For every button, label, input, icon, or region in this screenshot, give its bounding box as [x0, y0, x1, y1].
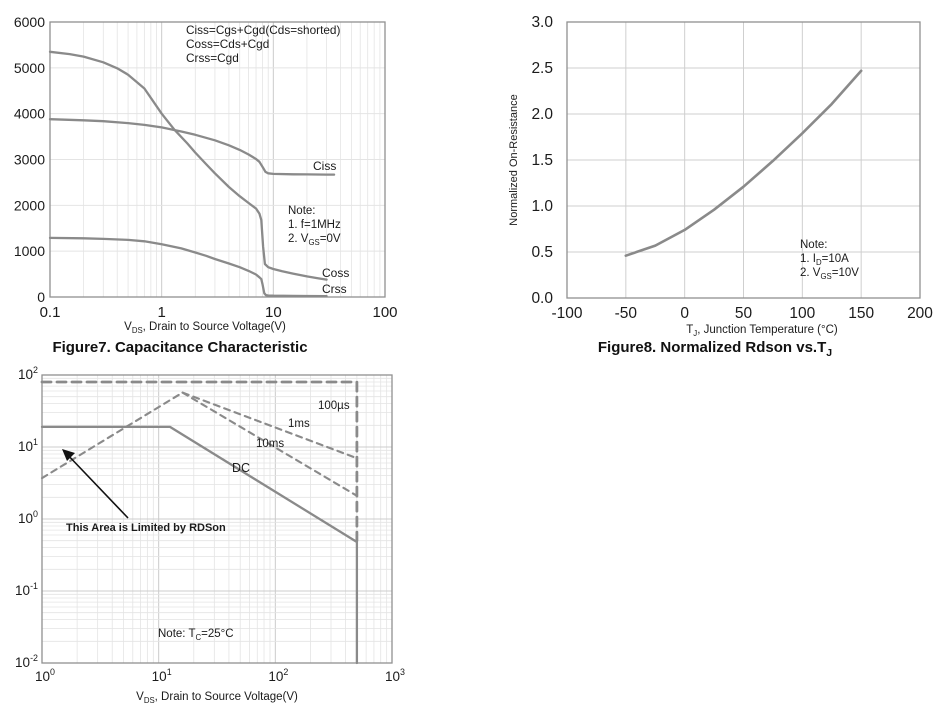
x-tick-label: 10 — [265, 304, 282, 321]
note-text: Note: — [800, 239, 828, 251]
x-tick-label: 0.1 — [40, 304, 61, 321]
plot-border — [566, 21, 921, 299]
rdson-area-annotation: This Area is Limited by RDSon — [66, 522, 226, 534]
note-text: 1. f=1MHz — [288, 219, 341, 231]
x-tick-label: 200 — [907, 305, 933, 322]
ciss-label: Ciss — [313, 159, 336, 173]
y-tick-label: 2000 — [14, 197, 45, 213]
x-tick-label: 100 — [35, 667, 55, 684]
label-10ms: 10ms — [256, 438, 284, 450]
x-tick-label: 101 — [152, 667, 172, 684]
x-tick-label: 0 — [680, 305, 689, 322]
crss-label: Crss — [322, 282, 347, 296]
label-100us: 100µs — [318, 400, 350, 412]
y-tick-label: 102 — [18, 365, 38, 382]
y-tick-label: 1.5 — [531, 152, 553, 169]
y-tick-label: 3.0 — [531, 14, 553, 31]
soa-100us-curve — [40, 380, 359, 543]
soa-1ms-curve — [40, 391, 358, 480]
label-dc: DC — [232, 461, 250, 475]
note-text: 1. ID=10A — [800, 253, 849, 267]
coss-curve — [48, 50, 328, 281]
y-tick-label: 0.0 — [531, 290, 553, 307]
figure8-rdson-chart: 0.0 0.5 1.0 1.5 2.0 2.5 3.0 -100 -50 0 50 100 150 200… — [508, 14, 933, 336]
plot-border — [41, 374, 393, 664]
x-tick-label: 103 — [385, 667, 405, 684]
x-tick-label: 100 — [372, 304, 397, 321]
x-tick-label: 50 — [735, 305, 753, 322]
y-tick-label: 2.0 — [531, 106, 553, 123]
note-text: Note: TC=25°C — [158, 628, 234, 642]
annotation-arrow-line — [63, 450, 129, 519]
y-tick-label: 10-1 — [15, 581, 38, 598]
note-text: 2. VGS=0V — [288, 233, 341, 247]
y-tick-label: 1.0 — [531, 198, 553, 215]
y-tick-label: 6000 — [14, 14, 45, 30]
note-text: 2. VGS=10V — [800, 267, 859, 281]
equation-text: Coss=Cds+Cgd — [186, 37, 269, 51]
figure7-capacitance-chart: 0 1000 2000 3000 4000 5000 6000 0.1 1 10 100 VDS, D… — [14, 14, 398, 335]
x-tick-label: -50 — [615, 305, 638, 322]
y-tick-label: 3000 — [14, 152, 45, 168]
figure7-caption: Figure7. Capacitance Characteristic — [52, 339, 308, 356]
y-axis-label: Normalized On-Resistance — [508, 94, 520, 225]
x-tick-label: 1 — [157, 304, 165, 321]
x-tick-label: 150 — [848, 305, 874, 322]
y-tick-label: 10-2 — [15, 653, 38, 670]
label-1ms: 1ms — [288, 418, 310, 430]
y-tick-label: 4000 — [14, 106, 45, 122]
crss-curve — [48, 236, 328, 298]
y-tick-label: 2.5 — [531, 60, 553, 77]
y-tick-label: 1000 — [14, 243, 45, 259]
plot-border — [49, 21, 386, 298]
annotation-arrow-head — [62, 449, 75, 461]
ciss-curve — [48, 118, 336, 176]
figure8-caption: Figure8. Normalized Rdson vs.TJ — [597, 339, 833, 359]
x-tick-label: 100 — [789, 305, 815, 322]
x-axis-label: VDS, Drain to Source Voltage(V) — [124, 321, 286, 335]
rdson-curve — [624, 69, 863, 257]
y-tick-label: 0 — [37, 289, 45, 305]
equation-text: Ciss=Cgs+Cgd(Cds=shorted) — [186, 23, 340, 37]
y-tick-label: 100 — [18, 509, 38, 526]
y-tick-label: 0.5 — [531, 244, 553, 261]
y-tick-label: 101 — [18, 437, 38, 454]
y-tick-label: 5000 — [14, 60, 45, 76]
x-axis-label: VDS, Drain to Source Voltage(V) — [136, 691, 298, 705]
soa-dc-curve — [40, 425, 359, 665]
coss-label: Coss — [322, 266, 349, 280]
x-axis-label: TJ, Junction Temperature (°C) — [686, 324, 838, 336]
note-text: Note: — [288, 205, 316, 217]
soa-10ms-curve — [181, 391, 358, 497]
x-tick-label: 102 — [268, 667, 288, 684]
x-tick-label: -100 — [551, 305, 582, 322]
equation-text: Crss=Cgd — [186, 51, 239, 65]
